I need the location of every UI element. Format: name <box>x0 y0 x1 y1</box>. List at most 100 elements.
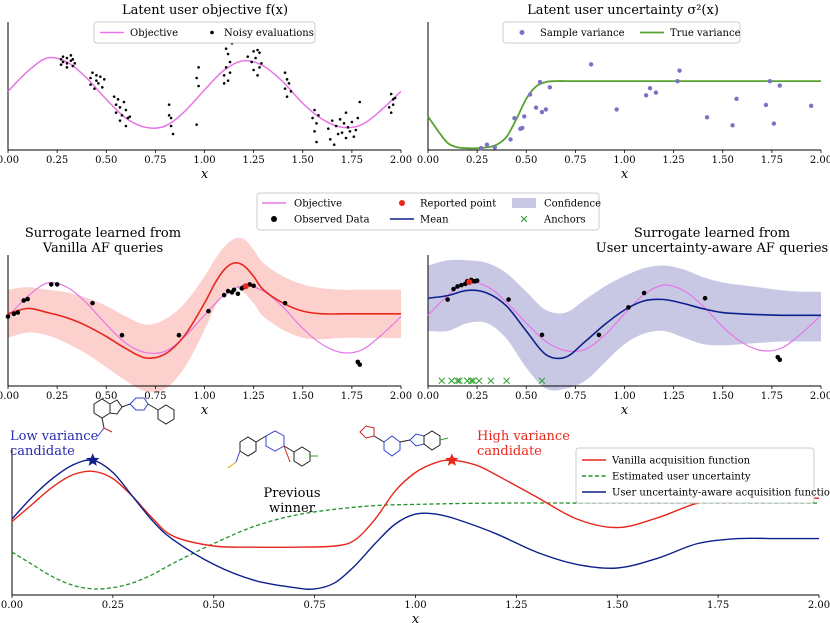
p1-noisy-point <box>99 75 102 78</box>
p3-observed-point <box>231 287 237 293</box>
p5-uncertainty-line <box>11 502 819 590</box>
p4-observed-point <box>641 290 647 296</box>
panel-latent-uncertainty: 0.00 0.25 0.50 0.75 1.00 1.25 1.50 1.75 2.00 x <box>417 22 830 182</box>
legend-noisy-label: Noisy evaluations <box>224 28 314 39</box>
p1-noisy-point <box>328 138 332 141</box>
p3-observed-point <box>25 296 30 302</box>
p4-x-label: x <box>621 403 629 418</box>
p1-noisy-point <box>169 116 173 120</box>
p3-observed-point <box>15 310 21 315</box>
p1-x-tick-label: 0.50 <box>95 155 117 166</box>
p3-mean-line <box>7 262 401 359</box>
p2-sample-variance-point <box>677 68 682 73</box>
p2-sample-variance-point <box>539 109 545 115</box>
p1-noisy-point <box>354 128 358 132</box>
p1-noisy-point <box>260 62 263 65</box>
p1-noisy-point <box>315 140 318 144</box>
p1-noisy-point <box>252 68 255 72</box>
p1-x-tick-label: 0.25 <box>46 155 68 166</box>
p1-x-tick-label: 0.75 <box>144 155 166 166</box>
p4-anchor-marker <box>438 377 446 385</box>
p1-noisy-point <box>102 78 106 81</box>
p1-noisy-point <box>340 131 344 134</box>
p1-noisy-point <box>195 123 198 126</box>
p2-sample-variance-point <box>771 121 777 126</box>
p4-anchor-marker <box>503 377 510 385</box>
p1-noisy-point <box>124 124 128 128</box>
molecule-previous-winner <box>227 430 318 469</box>
p1-noisy-point <box>256 48 259 52</box>
panel-acquisition-functions: 0.00 0.25 0.50 0.75 1.00 1.25 1.50 1.75 2.00 x <box>1 448 830 623</box>
p1-noisy-point <box>389 92 393 96</box>
p4-observed-point <box>445 297 450 302</box>
p3-observed-point <box>48 282 54 287</box>
p5-legend-uncertainty: Estimated user uncertainty <box>612 472 751 483</box>
p1-noisy-point <box>95 74 98 77</box>
p1-noisy-point <box>389 111 393 114</box>
p1-noisy-point <box>61 55 65 58</box>
p1-noisy-point <box>228 71 232 74</box>
p1-noisy-point <box>114 111 118 114</box>
p3-observed-point <box>221 292 227 298</box>
p1-noisy-point <box>289 90 293 93</box>
high-variance-label-line1: High variance <box>477 429 570 444</box>
p3-x-tick-label: 0.50 <box>95 391 117 402</box>
p5-legend-vanilla: Vanilla acquisition function <box>611 456 751 467</box>
p3-observed-point <box>282 300 288 306</box>
p1-x-tick-label: 1.25 <box>242 155 264 166</box>
shared-legend-reported-swatch <box>399 200 405 206</box>
p4-anchor-marker-stroke <box>454 377 461 385</box>
p1-noisy-point <box>313 108 316 112</box>
p1-noisy-point <box>326 127 330 130</box>
p3-observed-point <box>206 308 211 314</box>
p4-anchor-marker-stroke <box>538 377 546 385</box>
p1-noisy-point <box>346 126 350 129</box>
p4-observed-point <box>596 332 602 338</box>
previous-winner-label-line1: Previous <box>263 486 320 501</box>
p3-x-tick-label: 0.75 <box>144 391 166 402</box>
p1-noisy-point <box>222 74 226 77</box>
p4-anchor-marker <box>469 377 477 385</box>
p2-sample-variance-point <box>763 102 769 108</box>
p1-noisy-point <box>317 114 320 117</box>
p1-noisy-point <box>313 130 316 133</box>
p1-noisy-point <box>112 95 116 98</box>
p1-noisy-point <box>224 47 228 50</box>
p4-anchor-marker-stroke <box>469 377 477 385</box>
p4-x-tick-label: 1.25 <box>662 391 684 402</box>
shared-legend-confidence-swatch <box>512 198 536 208</box>
p3-observed-point <box>235 291 241 297</box>
p3-observed-point <box>357 362 363 367</box>
p4-x-tick-label: 0.50 <box>515 391 537 402</box>
p2-sample-variance-point <box>527 92 533 97</box>
p4-anchor-marker <box>538 377 546 385</box>
p4-anchor-marker-stroke <box>503 377 510 385</box>
p4-anchor-marker-stroke <box>438 377 446 385</box>
panel-latent-objective: 0.00 0.25 0.50 0.75 1.00 1.25 1.50 1.75 2.00 x <box>0 22 412 182</box>
p5-x-tick-label: 1.25 <box>505 600 527 611</box>
p1-noisy-point <box>258 51 261 54</box>
p1-noisy-point <box>315 122 318 125</box>
p3-observed-point <box>11 311 17 317</box>
p1-noisy-point <box>228 60 232 64</box>
p3-observed-point <box>54 282 60 287</box>
p5-x-tick-label: 0.75 <box>303 600 325 611</box>
p4-observed-point <box>626 305 631 310</box>
p4-x-tick-label: 0.00 <box>417 391 439 402</box>
p1-noisy-point <box>128 115 132 118</box>
p2-sample-variance-point <box>588 62 594 67</box>
p2-sample-variance-point <box>478 146 484 151</box>
p4-observed-point <box>506 297 511 302</box>
p1-noisy-point <box>89 83 92 86</box>
p1-noisy-point <box>350 120 354 124</box>
shared-legend-mean: Mean <box>420 215 449 226</box>
p3-title-line1: Surrogate learned from <box>25 226 181 241</box>
p3-x-tick-label: 1.75 <box>341 391 363 402</box>
p1-noisy-point <box>287 82 291 85</box>
p2-x-tick-label: 1.50 <box>712 155 734 166</box>
panel-vanilla-surrogate: 0.00 0.25 0.50 0.75 1.00 1.25 1.50 1.75 2.00 x <box>0 237 412 418</box>
p2-sample-variance-point <box>512 116 517 121</box>
p2-sample-variance-point <box>522 114 527 119</box>
high-variance-label-line2: candidate <box>477 444 542 459</box>
p1-noisy-point <box>338 118 342 121</box>
